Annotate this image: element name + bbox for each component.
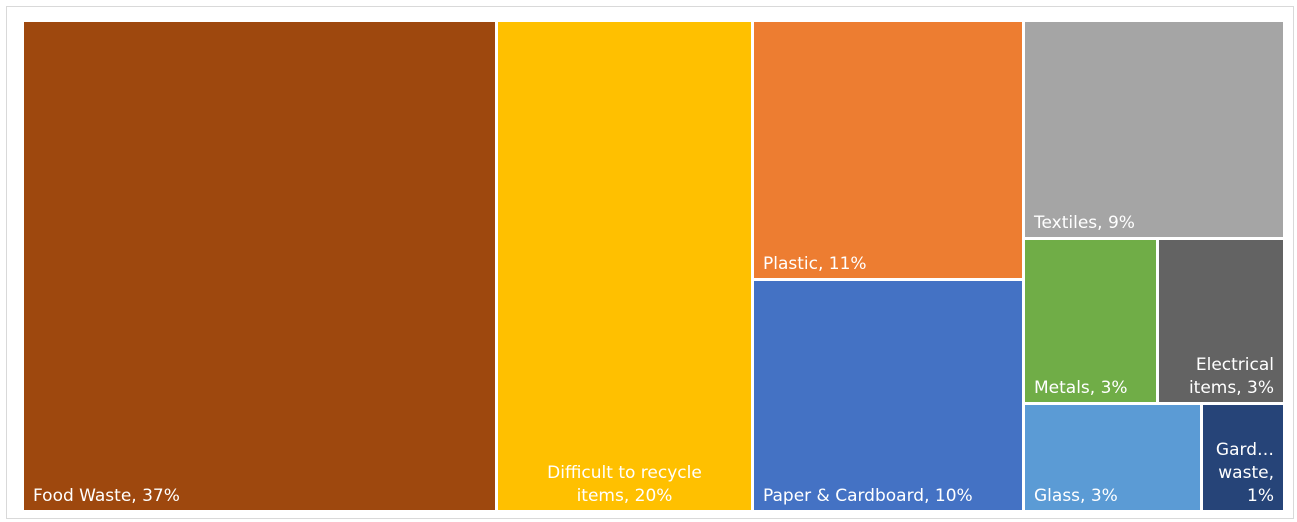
- tile-label-plastic: Plastic, 11%: [763, 254, 867, 274]
- treemap-chart: Food Waste, 37% Difficult to recycle items…: [24, 22, 1283, 510]
- tile-rect-plastic: [754, 22, 1022, 278]
- tile-label-textiles: Textiles, 9%: [1033, 213, 1135, 233]
- tile-rect-paper-cardboard: [754, 281, 1022, 510]
- tile-rect-metals: [1025, 240, 1156, 402]
- tile-label-garden-waste: waste,: [1218, 463, 1274, 483]
- tile-label-paper-cardboard: Paper & Cardboard, 10%: [763, 486, 973, 506]
- tile-metals: Metals, 3%: [1025, 240, 1156, 402]
- tile-rect-garden-waste: [1203, 405, 1283, 510]
- tile-label-difficult-to-recycle-items: items, 20%: [577, 486, 673, 506]
- tile-rect-electrical-items: [1159, 240, 1283, 402]
- tile-rect-glass: [1025, 405, 1200, 510]
- tile-label-electrical-items: Electrical: [1196, 355, 1274, 375]
- tile-label-metals: Metals, 3%: [1034, 378, 1128, 398]
- tile-plastic: Plastic, 11%: [754, 22, 1022, 278]
- tile-label-garden-waste: 1%: [1247, 486, 1274, 506]
- tile-rect-food-waste: [24, 22, 495, 510]
- tile-label-garden-waste: Gard…: [1216, 440, 1274, 460]
- tile-paper-cardboard: Paper & Cardboard, 10%: [754, 281, 1022, 510]
- tile-label-difficult-to-recycle-items: Difficult to recycle: [547, 463, 702, 483]
- tile-label-food-waste: Food Waste, 37%: [33, 486, 180, 506]
- tile-textiles: Textiles, 9%: [1025, 22, 1283, 237]
- tile-label-glass: Glass, 3%: [1034, 486, 1118, 506]
- tile-label-electrical-items: items, 3%: [1189, 378, 1274, 398]
- tile-rect-textiles: [1025, 22, 1283, 237]
- tile-electrical-items: Electrical items, 3%: [1159, 240, 1283, 402]
- tile-garden-waste: Gard… waste, 1%: [1203, 405, 1283, 510]
- tile-rect-difficult-to-recycle-items: [498, 22, 751, 510]
- tile-food-waste: Food Waste, 37%: [24, 22, 495, 510]
- tile-glass: Glass, 3%: [1025, 405, 1200, 510]
- chart-area: Food Waste, 37% Difficult to recycle items…: [6, 6, 1294, 519]
- tile-difficult-to-recycle-items: Difficult to recycle items, 20%: [498, 22, 751, 510]
